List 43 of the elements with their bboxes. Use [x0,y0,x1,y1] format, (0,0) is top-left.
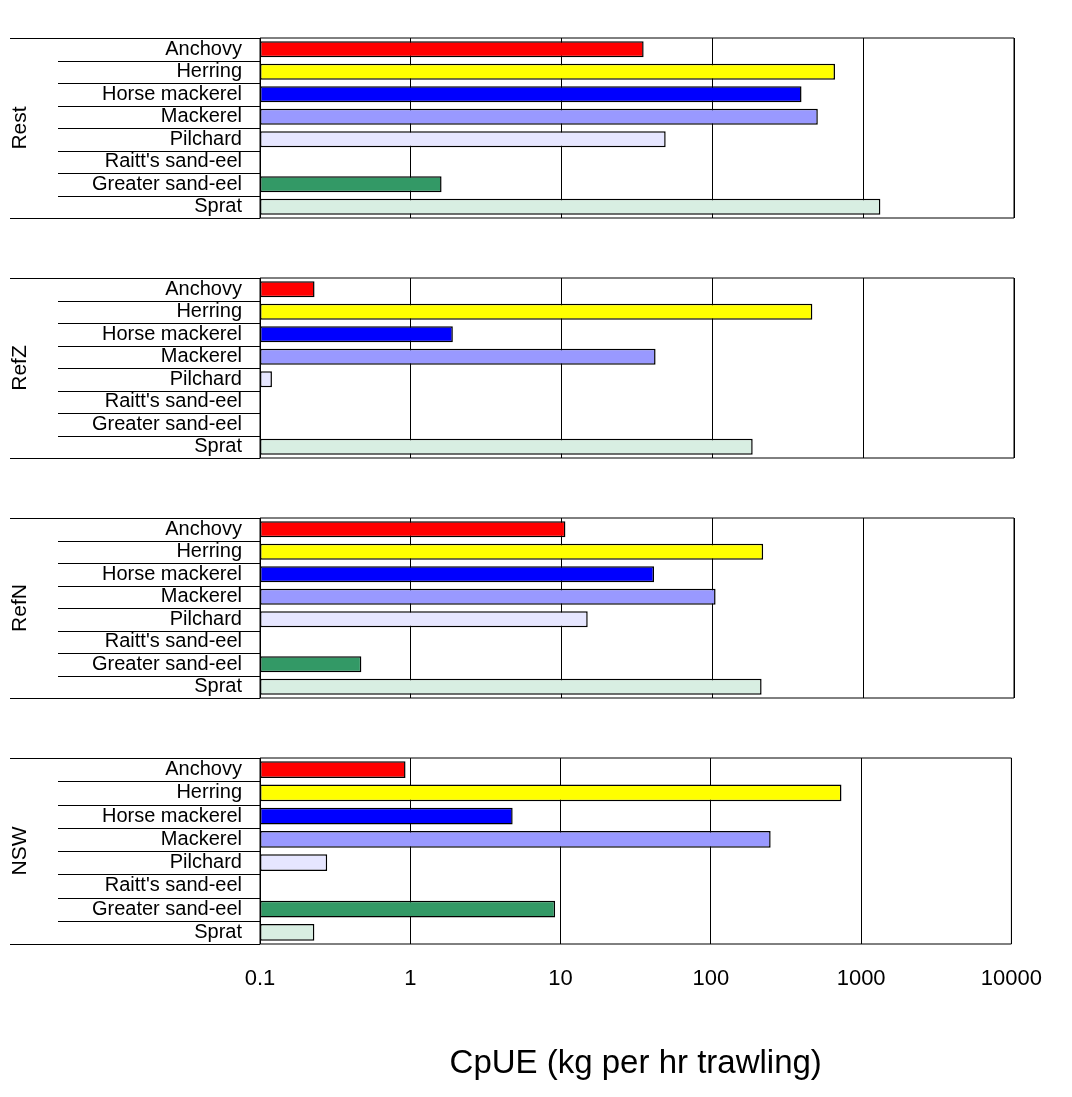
y-tick-label: Mackerel [160,104,242,127]
y-tick-label: Herring [176,59,242,82]
x-tick-label: 10000 [980,965,1043,991]
y-tick-label: Greater sand-eel [91,411,242,434]
y-tick-label: Sprat [194,674,243,697]
x-tick-label: 1000 [836,965,886,991]
y-tick-label: Greater sand-eel [91,651,242,674]
y-axis-title: NSW [7,826,31,876]
y-tick-label: Herring [176,299,242,322]
y-tick-label: Raitt's sand-eel [104,149,242,172]
x-tick-label: 10 [548,965,573,991]
y-tick-label: Pilchard [169,366,242,389]
y-tick-label: Sprat [194,434,243,457]
y-tick-label: Herring [176,780,242,803]
y-tick-label: Horse mackerel [101,321,242,344]
y-tick-label: Anchovy [165,276,242,299]
y-axis-title: RefN [7,584,31,632]
y-axis-title: Rest [7,106,31,150]
y-tick-label: Pilchard [169,126,242,149]
y-tick-label: Raitt's sand-eel [104,389,242,412]
y-axis-title: RefZ [7,345,31,391]
y-tick-label: Mackerel [160,344,242,367]
y-tick-label: Mackerel [160,584,242,607]
y-tick-label: Greater sand-eel [91,896,242,919]
x-tick-label: 1 [404,965,417,991]
y-tick-label: Anchovy [165,757,242,780]
y-tick-label: Pilchard [169,850,242,873]
x-tick-label: 100 [692,965,730,991]
y-tick-label: Horse mackerel [101,561,242,584]
y-tick-label: Pilchard [169,606,242,629]
y-tick-label: Greater sand-eel [91,171,242,194]
y-tick-label: Sprat [194,194,243,217]
y-tick-label: Anchovy [165,36,242,59]
y-tick-label: Raitt's sand-eel [104,873,242,896]
y-tick-label: Raitt's sand-eel [104,629,242,652]
x-axis-title: CpUE (kg per hr trawling) [449,1043,822,1081]
y-tick-label: Mackerel [160,826,242,849]
y-tick-label: Horse mackerel [101,81,242,104]
y-tick-label: Herring [176,539,242,562]
y-tick-label: Sprat [194,919,243,942]
y-tick-label: Horse mackerel [101,803,242,826]
x-tick-label: 0.1 [244,965,276,991]
y-tick-label: Anchovy [165,516,242,539]
